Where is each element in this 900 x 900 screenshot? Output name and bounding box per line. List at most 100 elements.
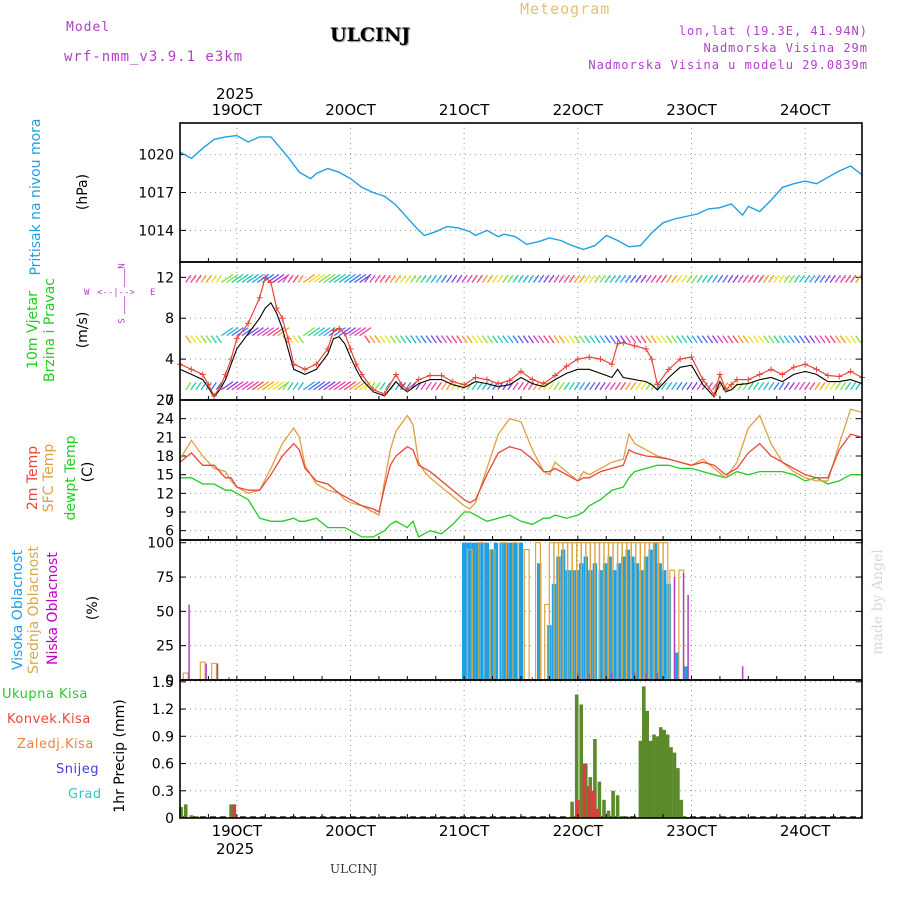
- wind-barb: [594, 382, 601, 391]
- wind-barb: [839, 382, 847, 391]
- wind-barb: [364, 335, 371, 344]
- wind-barb: [563, 382, 570, 391]
- wind-barb: [793, 382, 801, 391]
- ytick-label-temp: 18: [156, 449, 174, 465]
- wind-speed-marker: [506, 377, 513, 384]
- wind-barb: [640, 382, 647, 391]
- model-label: Model: [66, 20, 111, 35]
- compass-e: E: [150, 288, 156, 298]
- wind-barb: [354, 327, 367, 337]
- precip-total-bar: [642, 686, 646, 818]
- cloud-mid-bar: [211, 662, 218, 681]
- year-label-bottom: 2025: [216, 840, 255, 858]
- day-label-top: 22OCT: [553, 101, 604, 119]
- wind-barb: [804, 382, 811, 391]
- wind-barb: [645, 274, 652, 283]
- wind-barb: [210, 382, 217, 391]
- wind-barb: [809, 274, 816, 283]
- legend-convective-rain: Konvek.Kisa: [7, 712, 91, 727]
- cloud-high-bar: [598, 570, 603, 680]
- day-label-top: 24OCT: [780, 101, 831, 119]
- wind-speed-marker: [824, 372, 831, 379]
- wind-barb: [722, 335, 729, 344]
- wind-barb: [717, 335, 724, 344]
- wind-barb: [354, 273, 367, 283]
- precip-total-bar: [570, 801, 574, 818]
- wind-barb: [635, 274, 642, 283]
- wind-barb: [752, 382, 760, 391]
- wind-barb: [855, 335, 862, 344]
- wind-barb: [538, 274, 545, 283]
- day-label-top: 21OCT: [439, 101, 490, 119]
- wind-barb: [405, 274, 412, 283]
- wind-barb: [394, 382, 402, 391]
- wind-barb: [829, 382, 836, 391]
- meteogram-label: Meteogram: [520, 0, 611, 18]
- wind-barb: [333, 381, 346, 391]
- legend-freezing-rain: Zaledj.Kisa: [17, 737, 94, 752]
- wind-barb: [747, 335, 755, 344]
- wind-barb: [819, 335, 826, 344]
- wind-speed-marker: [722, 386, 729, 393]
- ytick-label-temp: 15: [156, 468, 174, 484]
- wind-barb: [471, 382, 478, 391]
- wind-barb: [553, 335, 560, 344]
- wind-barb: [553, 274, 560, 283]
- wind-barb: [676, 274, 683, 283]
- wind-barb: [747, 274, 755, 283]
- wind-barb: [200, 274, 207, 283]
- wind-speed-marker: [597, 356, 604, 363]
- wind-speed-marker: [768, 366, 775, 373]
- wind-barb: [420, 274, 427, 283]
- wind-barb: [691, 382, 698, 391]
- wind-barb: [604, 382, 611, 391]
- precip-total-bar: [602, 799, 606, 818]
- wind-barb: [262, 381, 275, 391]
- wind-barb: [399, 274, 407, 283]
- wind-barb: [752, 335, 760, 344]
- wind-barb: [440, 382, 448, 391]
- wind-speed-marker: [284, 335, 291, 342]
- wind-barb: [839, 335, 847, 344]
- day-label-bottom: 23OCT: [666, 822, 717, 840]
- wind-barb: [461, 335, 468, 344]
- wind-mean-line: [179, 302, 863, 398]
- wind-speed-marker: [563, 363, 570, 370]
- wind-barb: [844, 335, 852, 344]
- wind-barb: [481, 335, 489, 344]
- cloud-high-bar: [643, 556, 649, 680]
- wind-barb: [287, 274, 294, 283]
- wind-barb: [814, 382, 821, 391]
- cloud-high-bar: [484, 542, 490, 680]
- wind-barb: [369, 335, 376, 344]
- wind-barb: [706, 382, 714, 391]
- wind-barb: [318, 327, 331, 337]
- wind-barb: [297, 335, 304, 344]
- wind-barb: [522, 382, 529, 391]
- wind-barb: [343, 273, 357, 283]
- wind-barb: [364, 274, 371, 283]
- precip-total-bar: [679, 799, 684, 818]
- wind-speed-marker: [790, 364, 797, 371]
- wind-barb: [313, 273, 326, 283]
- wind-barb: [758, 382, 765, 391]
- wind-barb: [722, 274, 729, 283]
- ytick-label-pressure: 1020: [138, 148, 174, 164]
- wind-barb: [292, 274, 299, 283]
- wind-barb: [599, 382, 606, 391]
- wind-barb: [210, 335, 217, 344]
- precip-total-bar: [620, 816, 624, 818]
- wind-speed-marker: [336, 325, 343, 332]
- wind-speed-marker: [267, 279, 274, 286]
- wind-barb: [282, 274, 289, 283]
- cloud-mid-bar: [199, 661, 206, 681]
- wind-barb: [814, 274, 821, 283]
- wind-barb: [205, 274, 212, 283]
- precip-total-bar: [611, 790, 615, 818]
- precip-conv-bar: [582, 763, 587, 818]
- ytick-label-cloud: 75: [156, 570, 174, 586]
- cloud-high-bar: [602, 563, 608, 680]
- wind-speed-marker: [341, 330, 348, 337]
- wind-speed-marker: [381, 390, 388, 397]
- wind-barb: [584, 382, 591, 391]
